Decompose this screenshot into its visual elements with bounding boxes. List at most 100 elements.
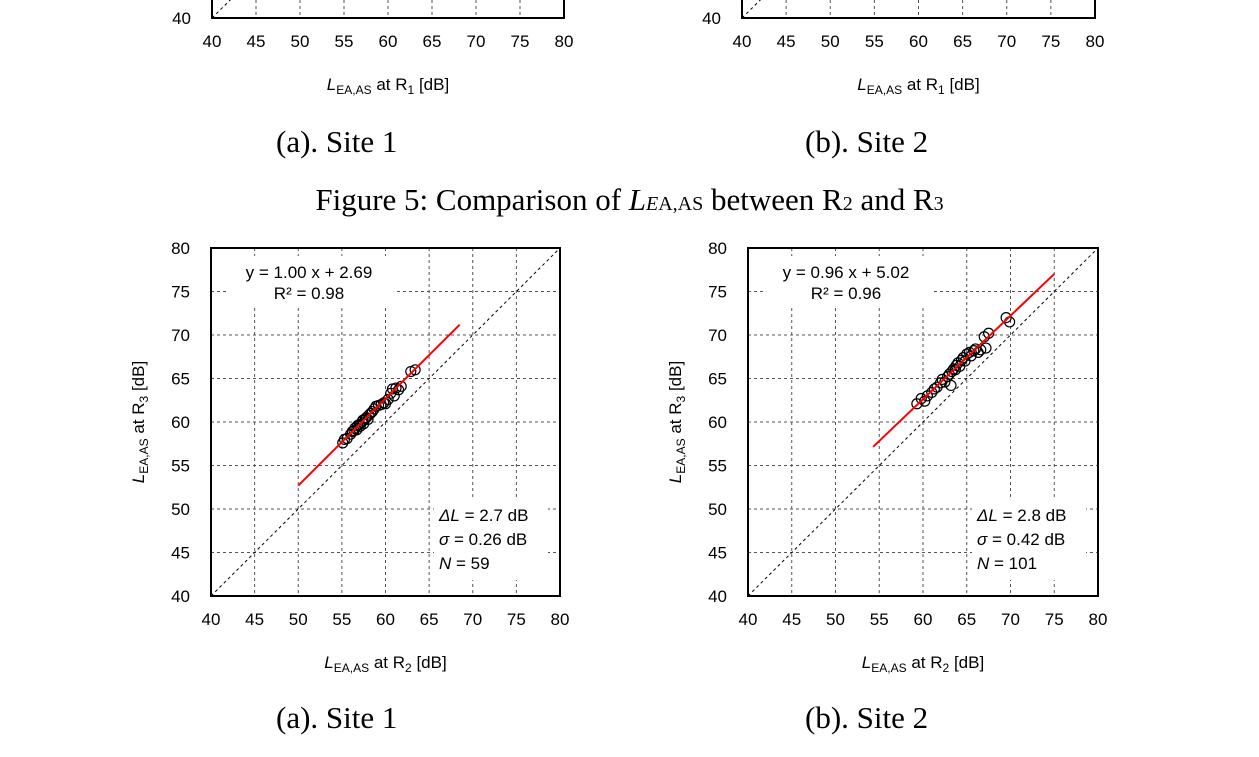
label-receiver: 2 [405, 661, 412, 675]
label-symbol: L [666, 474, 685, 483]
data-point [351, 424, 363, 436]
label-subscript: EA,AS [334, 661, 369, 675]
x-tick-label: 60 [376, 610, 395, 629]
x-axis-label: LEA,AS at R1 [dB] [327, 75, 449, 97]
x-axis-label: LEA,AS at R2 [dB] [324, 653, 446, 675]
label-subscript: EA,AS [867, 83, 902, 97]
stat-n-count: N = 59 [439, 554, 490, 573]
data-point [390, 382, 402, 394]
x-tick-label: 75 [511, 32, 530, 51]
label-text: at R [369, 653, 405, 672]
x-tick-label: 60 [379, 32, 398, 51]
x-tick-label: 45 [782, 610, 801, 629]
y-tick-label: 70 [708, 326, 727, 345]
x-tick-label: 45 [247, 32, 266, 51]
y-tick-label: 65 [171, 370, 190, 389]
x-tick-label: 45 [245, 610, 264, 629]
x-tick-label: 55 [865, 32, 884, 51]
y-tick-label: 50 [171, 500, 190, 519]
label-subscript: EA,AS [674, 438, 688, 473]
x-tick-label: 70 [467, 32, 486, 51]
chart-bottom-site1: 40 45 50 55 60 65 70 75 80404550556065707580LEA,… [129, 239, 569, 675]
regression-line [297, 323, 461, 487]
stat-n-count: N = 101 [977, 554, 1037, 573]
label-symbol: L [129, 474, 148, 483]
x-tick-label: 75 [1045, 610, 1064, 629]
r-squared: R² = 0.98 [274, 284, 344, 303]
caption-top-site2: (b). Site 2 [805, 124, 929, 159]
label-receiver: 1 [408, 83, 415, 97]
x-tick-label: 60 [909, 32, 928, 51]
y-tick-label: 40 [702, 9, 721, 28]
figure-title: Figure 5: Comparison of LEA,AS between R… [315, 182, 944, 217]
label-text: at R [372, 75, 408, 94]
label-unit: [dB] [414, 75, 449, 94]
stat-delta-l: ΔL = 2.7 dB [438, 506, 528, 525]
caption-top-site1: (a). Site 1 [276, 124, 398, 159]
regression-equation: y = 0.96 x + 5.02 [783, 263, 910, 282]
x-tick-label: 65 [423, 32, 442, 51]
r-squared: R² = 0.96 [811, 284, 881, 303]
x-tick-label: 50 [291, 32, 310, 51]
stat-sigma: σ = 0.26 dB [439, 530, 527, 549]
chart-bottom-site2: 40 45 50 55 60 65 70 75 80404550556065707580LEA,… [666, 239, 1107, 675]
label-receiver: 3 [674, 395, 688, 402]
y-tick-label: 70 [171, 326, 190, 345]
y-tick-label: 80 [171, 239, 190, 258]
label-unit: [dB] [949, 653, 984, 672]
label-receiver: 1 [938, 83, 945, 97]
y-tick-label: 60 [171, 413, 190, 432]
x-tick-label: 80 [555, 32, 574, 51]
x-tick-label: 80 [1086, 32, 1105, 51]
equation-box [763, 256, 933, 308]
x-tick-label: 70 [463, 610, 482, 629]
y-tick-label: 40 [172, 9, 191, 28]
y-tick-label: 40 [171, 587, 190, 606]
regression-equation: y = 1.00 x + 2.69 [246, 263, 373, 282]
label-subscript: EA,AS [336, 83, 371, 97]
x-tick-label: 55 [335, 32, 354, 51]
x-tick-label: 75 [1041, 32, 1060, 51]
x-tick-label: 70 [1001, 610, 1020, 629]
label-receiver: 3 [137, 395, 151, 402]
y-tick-label: 60 [708, 413, 727, 432]
x-axis-label: LEA,AS at R2 [dB] [862, 653, 984, 675]
x-tick-label: 75 [507, 610, 526, 629]
x-tick-label: 55 [870, 610, 889, 629]
stat-sigma: σ = 0.42 dB [977, 530, 1065, 549]
x-tick-label: 65 [957, 610, 976, 629]
label-text: at R [129, 402, 148, 438]
label-symbol: L [324, 653, 333, 672]
y-tick-label: 75 [708, 283, 727, 302]
data-point [928, 383, 940, 395]
data-point [983, 327, 995, 339]
y-tick-label: 55 [171, 457, 190, 476]
label-symbol: L [862, 653, 871, 672]
data-point [980, 342, 992, 354]
y-tick-label: 40 [708, 587, 727, 606]
y-tick-label: 55 [708, 457, 727, 476]
x-tick-label: 70 [997, 32, 1016, 51]
x-tick-label: 65 [953, 32, 972, 51]
x-tick-label: 40 [739, 610, 758, 629]
data-point [945, 379, 957, 392]
y-tick-label: 75 [171, 283, 190, 302]
label-unit: [dB] [129, 361, 148, 396]
label-symbol: L [327, 75, 336, 94]
label-text: at R [666, 402, 685, 438]
plot-frame [210, 247, 561, 597]
x-tick-label: 80 [551, 610, 570, 629]
y-axis-label: LEA,AS at R3 [dB] [666, 361, 688, 483]
x-tick-label: 65 [420, 610, 439, 629]
x-tick-label: 55 [332, 610, 351, 629]
x-tick-label: 45 [777, 32, 796, 51]
chart-top-site1: 40 45 50 55 60 65 70 75 80 40 LEA,AS at R1 [dB] [172, 0, 573, 97]
label-subscript: EA,AS [137, 438, 151, 473]
plot-frame [747, 247, 1099, 597]
stats-box [972, 500, 1086, 580]
data-point [409, 364, 421, 376]
y-tick-label: 50 [708, 500, 727, 519]
label-unit: [dB] [412, 653, 447, 672]
x-tick-label: 50 [821, 32, 840, 51]
y-tick-label: 80 [708, 239, 727, 258]
